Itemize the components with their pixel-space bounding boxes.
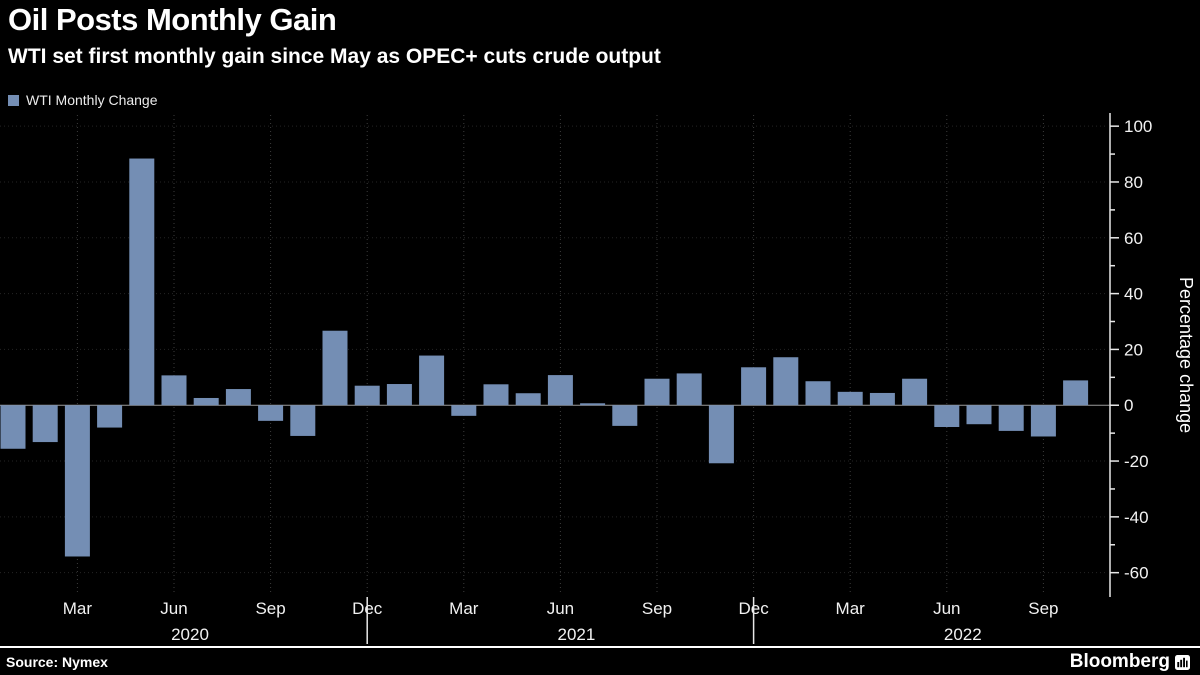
bar	[322, 330, 348, 406]
bar	[998, 405, 1024, 431]
bar	[225, 389, 251, 406]
y-tick-label: 80	[1124, 173, 1143, 192]
bar	[676, 373, 702, 406]
y-tick-label: 100	[1124, 117, 1152, 136]
x-tick-label: Jun	[160, 599, 187, 618]
bloomberg-logo-icon	[1175, 654, 1190, 670]
x-tick-label: Jun	[547, 599, 574, 618]
x-tick-label: Sep	[255, 599, 285, 618]
chart-subtitle: WTI set first monthly gain since May as …	[8, 45, 661, 68]
bar	[64, 405, 90, 557]
bar	[805, 381, 831, 406]
bar	[902, 378, 928, 406]
x-tick-label: Mar	[449, 599, 479, 618]
bar	[708, 405, 734, 464]
bar	[354, 385, 380, 406]
y-tick-label: -20	[1124, 452, 1149, 471]
x-tick-label: Mar	[836, 599, 866, 618]
y-tick-label: 40	[1124, 285, 1143, 304]
y-tick-label: 60	[1124, 229, 1143, 248]
x-tick-label: Mar	[63, 599, 93, 618]
year-label: 2020	[171, 625, 209, 644]
year-label: 2021	[557, 625, 595, 644]
bar	[773, 357, 799, 406]
bar	[193, 397, 219, 406]
footer-divider	[0, 646, 1200, 648]
bar	[386, 384, 412, 406]
legend-swatch-icon	[8, 94, 19, 106]
bar	[161, 375, 187, 406]
y-tick-label: 0	[1124, 396, 1133, 415]
y-tick-label: -60	[1124, 564, 1149, 583]
bar	[644, 378, 670, 406]
bar	[515, 393, 541, 406]
bar	[741, 367, 767, 406]
y-axis-title: Percentage change	[1176, 276, 1196, 434]
legend-label: WTI Monthly Change	[26, 92, 158, 108]
x-tick-label: Sep	[642, 599, 672, 618]
bar	[0, 405, 26, 449]
y-tick-label: -40	[1124, 508, 1149, 527]
bar	[837, 391, 863, 406]
bloomberg-brand: Bloomberg	[1070, 651, 1190, 673]
bar	[1063, 380, 1089, 406]
bar	[451, 405, 477, 416]
bar	[97, 405, 123, 428]
bar	[32, 405, 58, 443]
bar	[934, 405, 960, 427]
y-tick-label: 20	[1124, 340, 1143, 359]
bar	[612, 405, 638, 426]
legend: WTI Monthly Change	[8, 92, 158, 108]
bar	[869, 392, 895, 406]
bar	[290, 405, 316, 436]
bar	[419, 355, 445, 406]
source-attribution: Source: Nymex	[6, 654, 108, 670]
bar	[483, 384, 509, 406]
bar	[966, 405, 992, 425]
bloomberg-wordmark: Bloomberg	[1069, 651, 1170, 672]
bar	[1030, 405, 1056, 437]
chart-title: Oil Posts Monthly Gain	[8, 2, 337, 37]
x-tick-label: Jun	[933, 599, 960, 618]
x-tick-label: Sep	[1028, 599, 1058, 618]
bar	[547, 375, 573, 406]
bar	[129, 158, 155, 406]
year-label: 2022	[944, 625, 982, 644]
bar	[258, 405, 284, 421]
bar	[580, 403, 606, 406]
